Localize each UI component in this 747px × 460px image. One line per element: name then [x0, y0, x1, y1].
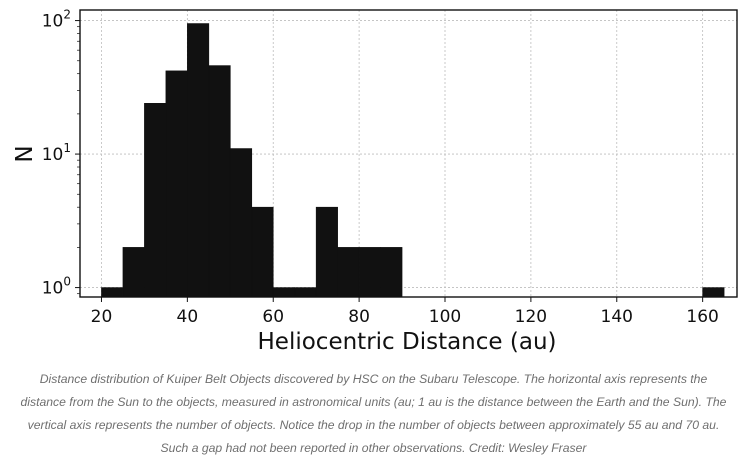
x-tick-label: 120	[515, 307, 547, 327]
histogram-bar	[272, 287, 296, 298]
x-tick-label: 60	[262, 307, 284, 327]
histogram-bar	[187, 23, 210, 298]
x-tick-label: 40	[177, 307, 199, 327]
y-tick-label: 100	[42, 275, 71, 299]
histogram-bar	[337, 247, 360, 298]
histogram-bar	[294, 287, 317, 298]
histogram-bar	[380, 247, 403, 298]
y-tick-label: 102	[42, 8, 71, 32]
histogram-bar	[315, 206, 338, 298]
histogram-bar	[208, 65, 231, 298]
x-tick-label: 80	[348, 307, 370, 327]
x-axis-label: Heliocentric Distance (au)	[258, 329, 557, 355]
histogram-bar	[702, 287, 725, 298]
axis-ticks: 20 40 60 80 100 120 140 160 100 101 102	[42, 8, 719, 327]
histogram-bar	[101, 287, 124, 298]
y-tick-label: 101	[42, 141, 71, 165]
histogram-bar	[358, 247, 381, 298]
histogram-bars	[101, 23, 725, 298]
x-tick-label: 140	[601, 307, 633, 327]
histogram-bar	[144, 103, 167, 298]
figure-background	[0, 0, 747, 360]
histogram-bar	[122, 247, 145, 298]
histogram-bar	[229, 148, 253, 298]
plot-frame	[79, 9, 738, 298]
y-axis-label: N	[12, 145, 38, 162]
histogram-bar	[165, 70, 188, 298]
x-tick-label: 100	[429, 307, 461, 327]
x-tick-label: 20	[91, 307, 113, 327]
figure-caption: Distance distribution of Kuiper Belt Obj…	[20, 372, 727, 455]
histogram-figure: 20 40 60 80 100 120 140 160 100 101 102 Heliocentr…	[0, 0, 747, 360]
x-tick-label: 160	[686, 307, 718, 327]
histogram-bar	[251, 206, 274, 298]
